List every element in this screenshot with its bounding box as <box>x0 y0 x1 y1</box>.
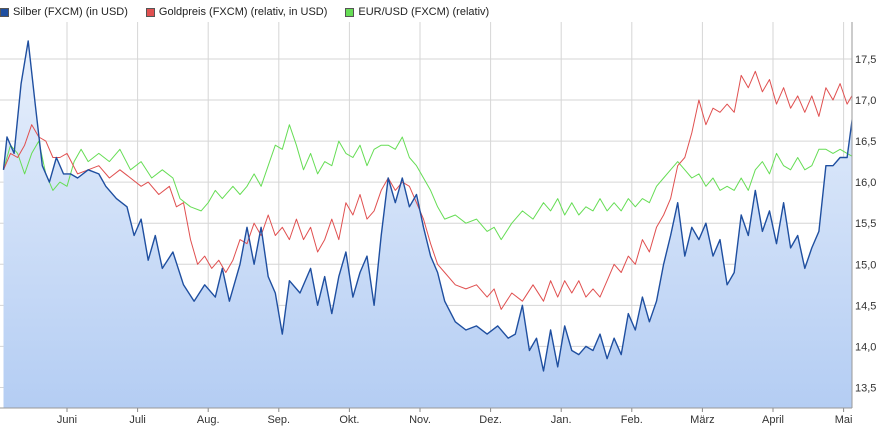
x-tick-label: Okt. <box>339 414 359 426</box>
y-tick-label: 14,0 <box>855 341 876 353</box>
x-tick-label: April <box>762 414 784 426</box>
legend-label-gold: Goldpreis (FXCM) (relativ, in USD) <box>158 6 328 18</box>
legend-swatch-eurusd <box>345 7 355 17</box>
x-tick-label: Dez. <box>479 414 502 426</box>
y-tick-label: 16,0 <box>855 177 876 189</box>
y-tick-label: 14,5 <box>855 300 876 312</box>
x-tick-label: Mai <box>835 414 853 426</box>
y-tick-label: 17,0 <box>855 95 876 107</box>
legend-item-eurusd: EUR/USD (FXCM) (relativ) <box>345 6 489 18</box>
x-tick-label: Jan. <box>551 414 572 426</box>
y-tick-label: 15,5 <box>855 218 876 230</box>
y-tick-label: 15,0 <box>855 259 876 271</box>
series-line-silver <box>2 40 852 372</box>
series-line-eurusd <box>3 124 852 241</box>
legend-label-silver: Silber (FXCM) (in USD) <box>13 6 128 18</box>
x-tick-label: März <box>690 414 714 426</box>
x-tick-label: Nov. <box>409 414 431 426</box>
x-tick-label: Sep. <box>267 414 290 426</box>
y-tick-label: 17,5 <box>855 54 876 66</box>
y-tick-label: 13,5 <box>855 382 876 394</box>
series-area-silver <box>3 40 852 408</box>
x-tick-label: Juni <box>57 414 77 426</box>
x-tick-label: Juli <box>129 414 146 426</box>
legend-item-silver: Silber (FXCM) (in USD) <box>0 6 128 18</box>
x-tick-label: Aug. <box>197 414 220 426</box>
y-tick-label: 16,5 <box>855 136 876 148</box>
legend-swatch-silver <box>0 7 9 17</box>
legend-swatch-gold <box>145 7 155 17</box>
x-tick-label: Feb. <box>621 414 643 426</box>
legend-item-gold: Goldpreis (FXCM) (relativ, in USD) <box>145 6 328 18</box>
series-line-gold <box>3 70 852 310</box>
legend-label-eurusd: EUR/USD (FXCM) (relativ) <box>358 6 490 18</box>
legend: Silber (FXCM) (in USD) Goldpreis (FXCM) … <box>0 4 507 20</box>
